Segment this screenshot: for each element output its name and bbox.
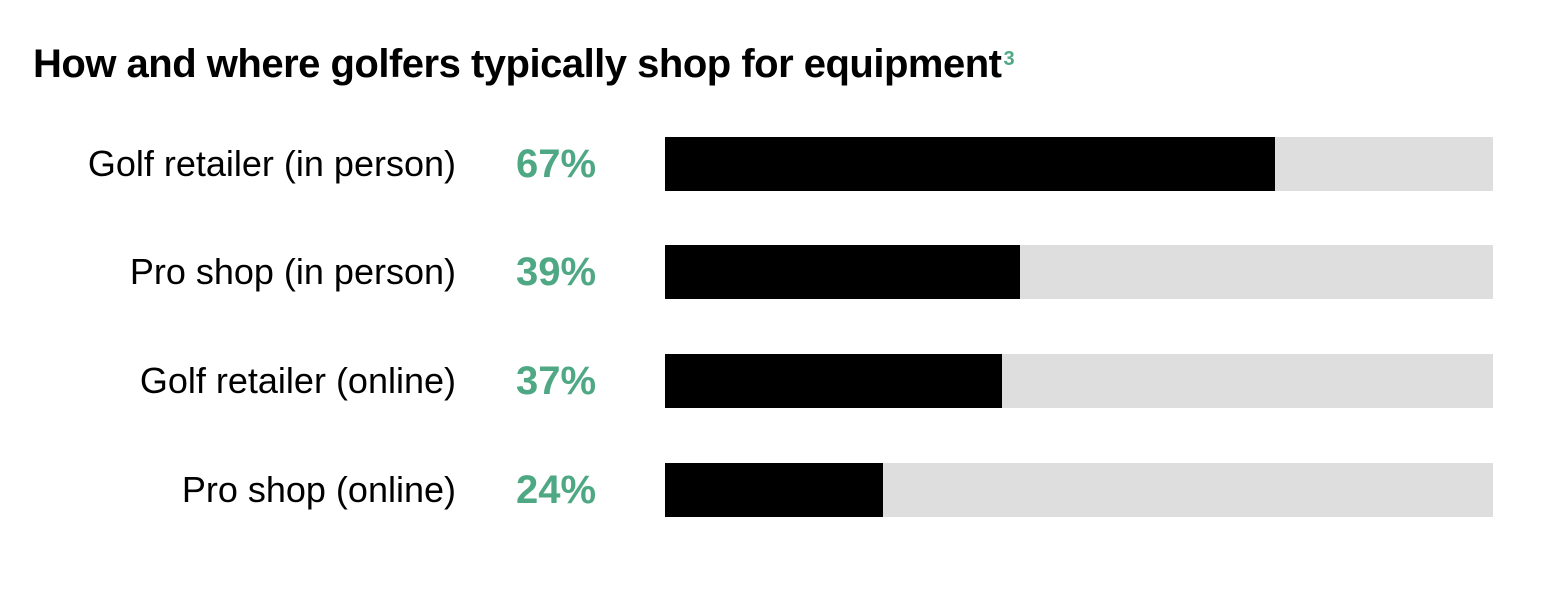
chart-title: How and where golfers typically shop for… xyxy=(33,42,1015,87)
bar-track xyxy=(665,245,1493,299)
bar-row: Pro shop (in person) 39% xyxy=(0,245,1568,299)
bar-row: Golf retailer (in person) 67% xyxy=(0,137,1568,191)
category-label: Pro shop (in person) xyxy=(129,251,456,292)
value-label: 39% xyxy=(516,250,597,294)
category-label: Golf retailer (in person) xyxy=(87,143,456,184)
bar xyxy=(665,354,1002,408)
category-label: Pro shop (online) xyxy=(181,469,456,510)
bar-track xyxy=(665,354,1493,408)
category-label: Golf retailer (online) xyxy=(139,360,456,401)
bar xyxy=(665,463,884,517)
bar-track xyxy=(665,463,1493,517)
bar xyxy=(665,137,1275,191)
bar xyxy=(665,245,1020,299)
chart-title-text: How and where golfers typically shop for… xyxy=(33,42,1002,86)
bar-track xyxy=(665,137,1493,191)
bar-row: Golf retailer (online) 37% xyxy=(0,354,1568,408)
bar-row: Pro shop (online) 24% xyxy=(0,463,1568,517)
value-label: 37% xyxy=(516,359,597,403)
footnote-marker: 3 xyxy=(1003,48,1015,70)
value-label: 67% xyxy=(516,142,597,186)
value-label: 24% xyxy=(516,468,597,512)
